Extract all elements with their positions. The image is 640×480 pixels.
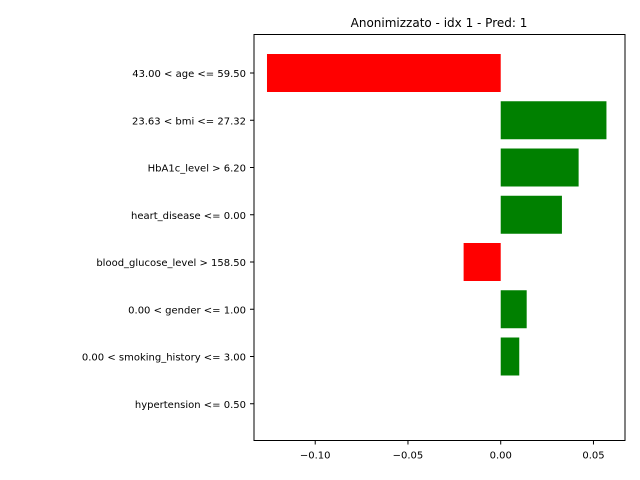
y-tick-label: HbA1c_level > 6.20 bbox=[148, 164, 246, 175]
bars-layer bbox=[266, 54, 607, 376]
y-tick-label: 0.00 < smoking_history <= 3.00 bbox=[82, 353, 246, 364]
bar bbox=[500, 337, 520, 376]
y-tick-label: blood_glucose_level > 158.50 bbox=[96, 258, 246, 269]
chart-title: Anonimizzato - idx 1 - Pred: 1 bbox=[351, 16, 528, 30]
x-axis: −0.10 −0.05 0.00 0.05 bbox=[300, 440, 605, 462]
bar bbox=[463, 243, 501, 281]
x-tick-label: 0.05 bbox=[582, 451, 604, 462]
bar bbox=[500, 195, 562, 234]
y-tick-label: hypertension <= 0.50 bbox=[135, 400, 246, 411]
y-tick-label: heart_disease <= 0.00 bbox=[131, 211, 246, 222]
y-axis: 43.00 < age <= 59.50 23.63 < bmi <= 27.32… bbox=[82, 69, 254, 411]
bar bbox=[500, 148, 579, 187]
bar bbox=[500, 101, 607, 140]
x-tick-label: −0.05 bbox=[393, 451, 424, 462]
y-tick-label: 23.63 < bmi <= 27.32 bbox=[132, 116, 246, 127]
plot-frame bbox=[253, 34, 626, 441]
x-tick-label: 0.00 bbox=[490, 451, 512, 462]
y-tick-label: 43.00 < age <= 59.50 bbox=[132, 69, 246, 80]
bar bbox=[500, 290, 527, 329]
bar bbox=[266, 54, 501, 92]
x-tick-label: −0.10 bbox=[300, 451, 331, 462]
y-tick-label: 0.00 < gender <= 1.00 bbox=[128, 305, 246, 316]
